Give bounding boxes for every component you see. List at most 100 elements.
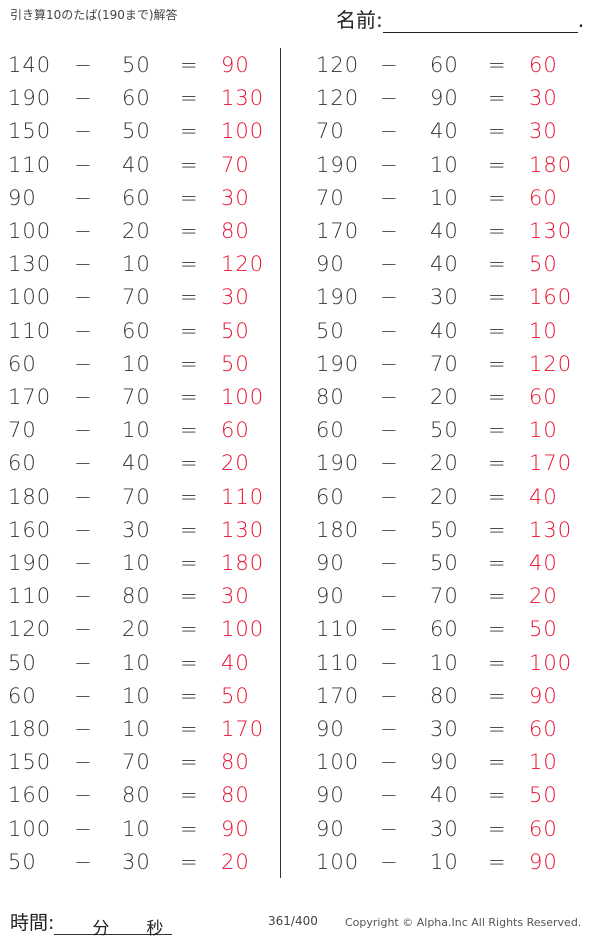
left-problem-14-equals-sign: =	[180, 484, 199, 509]
right-problem-8-minus-sign: −	[380, 285, 399, 310]
name-end: .	[577, 8, 585, 32]
left-problem-7-equals-sign: =	[180, 252, 199, 277]
left-problem-5-answer: 30	[221, 185, 250, 210]
right-problem-22-subtrahend: 90	[430, 750, 459, 775]
right-problem-16-minus-sign: −	[380, 551, 399, 575]
right-problem-14-answer: 40	[529, 484, 558, 509]
left-problem-14-minus-sign: −	[74, 484, 93, 509]
left-problem-7-minus-sign: −	[74, 252, 93, 277]
name-line	[382, 14, 578, 33]
right-problem-15-equals-sign: =	[488, 517, 507, 542]
right-problem-21-equals-sign: =	[488, 717, 507, 741]
right-problem-6-equals-sign: =	[488, 219, 507, 243]
left-problem-18-minus-sign: −	[74, 617, 93, 642]
right-problem-10-minus-sign: −	[380, 351, 399, 376]
left-problem-6-minuend: 100	[8, 219, 52, 243]
right-problem-4-equals-sign: =	[488, 152, 507, 177]
right-problem-22-minus-sign: −	[380, 750, 399, 775]
right-problem-2-equals-sign: =	[488, 86, 507, 111]
right-problem-18-minus-sign: −	[380, 617, 399, 642]
right-problem-6-subtrahend: 40	[430, 219, 459, 243]
right-problem-7-answer: 50	[529, 252, 558, 277]
right-problem-3-equals-sign: =	[488, 119, 507, 144]
right-problem-23-answer: 50	[529, 783, 558, 808]
right-problem-14-minus-sign: −	[380, 484, 399, 509]
right-problem-10-answer: 120	[529, 351, 573, 376]
left-problem-22-subtrahend: 70	[122, 750, 151, 775]
right-problem-1-minuend: 120	[316, 53, 360, 77]
right-problem-19-answer: 100	[529, 650, 573, 675]
right-problem-24-answer: 60	[529, 816, 558, 841]
right-problem-3-minus-sign: −	[380, 119, 399, 144]
right-problem-1-subtrahend: 60	[430, 53, 459, 77]
right-problem-1-answer: 60	[529, 53, 558, 77]
right-problem-21-minuend: 90	[316, 717, 345, 741]
right-problem-4-subtrahend: 10	[430, 152, 459, 177]
right-problem-11-minus-sign: −	[380, 385, 399, 409]
left-problem-16-equals-sign: =	[180, 551, 199, 575]
right-problem-11-minuend: 80	[316, 385, 345, 409]
left-problem-25-minus-sign: −	[74, 849, 93, 874]
right-problem-17-minus-sign: −	[380, 584, 399, 609]
left-problem-1-answer: 90	[221, 53, 250, 77]
left-problem-19-equals-sign: =	[180, 650, 199, 675]
left-problem-17-equals-sign: =	[180, 584, 199, 609]
right-problem-20-minuend: 170	[316, 683, 360, 708]
right-problem-10-equals-sign: =	[488, 351, 507, 376]
right-problem-25-minus-sign: −	[380, 849, 399, 874]
left-problem-6-subtrahend: 20	[122, 219, 151, 243]
left-problem-3-equals-sign: =	[180, 119, 199, 144]
left-problem-15-minuend: 160	[8, 517, 52, 542]
left-problem-16-minuend: 190	[8, 551, 52, 575]
right-problem-12-subtrahend: 50	[430, 418, 459, 443]
right-problem-11-subtrahend: 20	[430, 385, 459, 409]
left-problem-4-answer: 70	[221, 152, 250, 177]
right-problem-10-subtrahend: 70	[430, 351, 459, 376]
right-problem-2-subtrahend: 90	[430, 86, 459, 111]
left-problem-5-minuend: 90	[8, 185, 37, 210]
left-problem-24-answer: 90	[221, 816, 250, 841]
left-problem-25-answer: 20	[221, 849, 250, 874]
right-problem-6-minuend: 170	[316, 219, 360, 243]
left-problem-17-subtrahend: 80	[122, 584, 151, 609]
left-problem-17-minuend: 110	[8, 584, 52, 609]
left-problem-4-subtrahend: 40	[122, 152, 151, 177]
left-problem-10-answer: 50	[221, 351, 250, 376]
left-problem-1-equals-sign: =	[180, 53, 199, 77]
left-problem-25-equals-sign: =	[180, 849, 199, 874]
right-problem-7-minus-sign: −	[380, 252, 399, 277]
left-problem-11-minuend: 170	[8, 385, 52, 409]
left-problem-10-equals-sign: =	[180, 351, 199, 376]
left-problem-6-equals-sign: =	[180, 219, 199, 243]
left-problem-4-equals-sign: =	[180, 152, 199, 177]
right-problem-18-minuend: 110	[316, 617, 360, 642]
right-problem-5-minus-sign: −	[380, 185, 399, 210]
left-problem-21-minuend: 180	[8, 717, 52, 741]
left-problem-12-answer: 60	[221, 418, 250, 443]
right-problem-2-minus-sign: −	[380, 86, 399, 111]
left-problem-17-minus-sign: −	[74, 584, 93, 609]
left-problem-14-subtrahend: 70	[122, 484, 151, 509]
right-problem-12-minus-sign: −	[380, 418, 399, 443]
left-problem-12-minuend: 70	[8, 418, 37, 443]
right-problem-9-answer: 10	[529, 318, 558, 343]
right-problem-9-minus-sign: −	[380, 318, 399, 343]
right-problem-11-equals-sign: =	[488, 385, 507, 409]
right-problem-23-subtrahend: 40	[430, 783, 459, 808]
name-field: 名前:.	[336, 4, 584, 33]
right-problem-25-subtrahend: 10	[430, 849, 459, 874]
right-problem-16-equals-sign: =	[488, 551, 507, 575]
right-problem-7-equals-sign: =	[488, 252, 507, 277]
left-problem-3-answer: 100	[221, 119, 265, 144]
right-problem-23-equals-sign: =	[488, 783, 507, 808]
right-problem-5-answer: 60	[529, 185, 558, 210]
left-problem-15-equals-sign: =	[180, 517, 199, 542]
right-problem-14-equals-sign: =	[488, 484, 507, 509]
right-problem-3-minuend: 70	[316, 119, 345, 144]
right-problem-17-minuend: 90	[316, 584, 345, 609]
right-problem-7-minuend: 90	[316, 252, 345, 277]
name-label: 名前:	[336, 8, 383, 32]
right-problem-20-minus-sign: −	[380, 683, 399, 708]
left-problem-21-minus-sign: −	[74, 717, 93, 741]
left-problem-18-answer: 100	[221, 617, 265, 642]
